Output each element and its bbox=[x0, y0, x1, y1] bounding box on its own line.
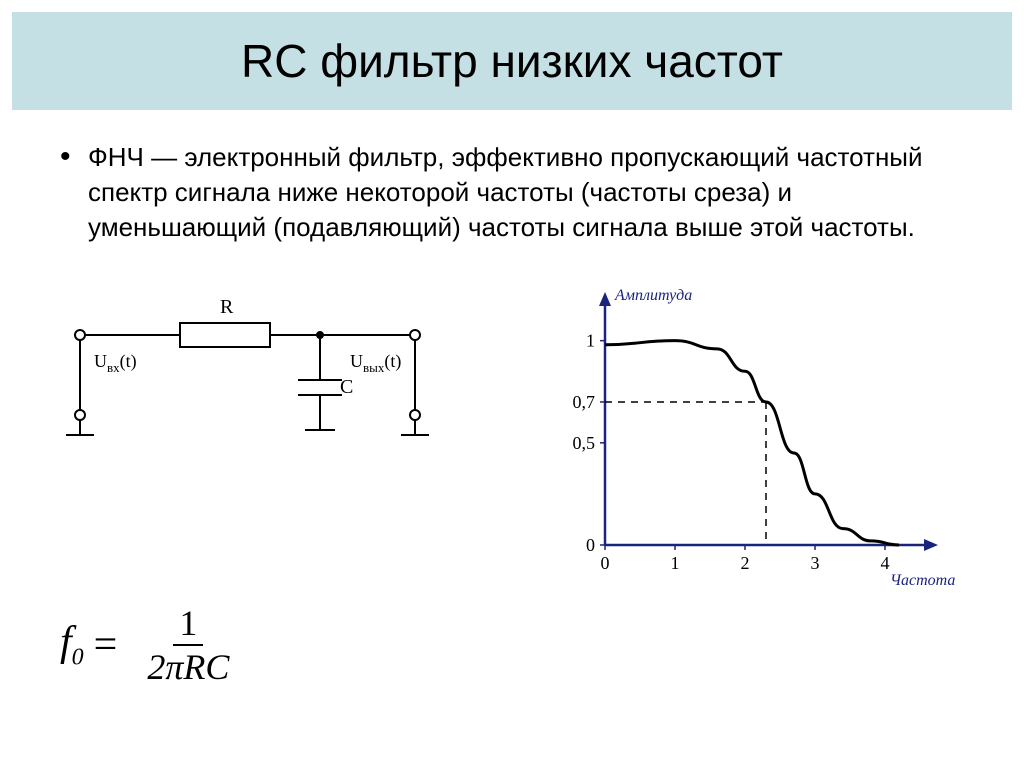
definition-paragraph: ФНЧ — электронный фильтр, эффективно про… bbox=[60, 140, 964, 245]
svg-text:0,5: 0,5 bbox=[573, 433, 596, 453]
slide-title: RC фильтр низких частот bbox=[52, 34, 972, 88]
svg-text:Амплитуда: Амплитуда bbox=[614, 287, 692, 304]
svg-text:0: 0 bbox=[586, 535, 595, 555]
uin-label: Uвх(t) bbox=[94, 351, 137, 375]
svg-text:0,7: 0,7 bbox=[573, 392, 596, 412]
svg-text:1: 1 bbox=[586, 331, 595, 351]
svg-text:Частота: Частота bbox=[890, 572, 955, 589]
slide-header: RC фильтр низких частот bbox=[12, 12, 1012, 110]
svg-text:0: 0 bbox=[601, 553, 610, 573]
circuit-schematic: R C Uвх(t) Uвых(t) bbox=[40, 275, 460, 475]
capacitor-label: C bbox=[340, 376, 353, 398]
svg-text:3: 3 bbox=[811, 553, 820, 573]
formula-lhs: f bbox=[60, 619, 72, 665]
svg-text:2: 2 bbox=[741, 553, 750, 573]
diagrams-row: R C Uвх(t) Uвых(t) Амплитуда Частота 0 0,5 0… bbox=[0, 265, 1024, 595]
frequency-response-chart: Амплитуда Частота 0 0,5 0,7 1 0 1 2 3 4 bbox=[540, 275, 960, 595]
formula-lhs-sub: 0 bbox=[72, 645, 84, 671]
svg-text:4: 4 bbox=[881, 553, 890, 573]
formula-eq: = bbox=[94, 621, 118, 669]
formula-numerator: 1 bbox=[173, 602, 203, 646]
svg-text:1: 1 bbox=[671, 553, 680, 573]
cutoff-frequency-formula: f0 = 1 2πRC bbox=[60, 602, 235, 688]
resistor-label: R bbox=[220, 296, 234, 318]
uout-label: Uвых(t) bbox=[350, 351, 401, 375]
body-text: ФНЧ — электронный фильтр, эффективно про… bbox=[0, 110, 1024, 265]
formula-denominator: 2πRC bbox=[141, 646, 235, 688]
